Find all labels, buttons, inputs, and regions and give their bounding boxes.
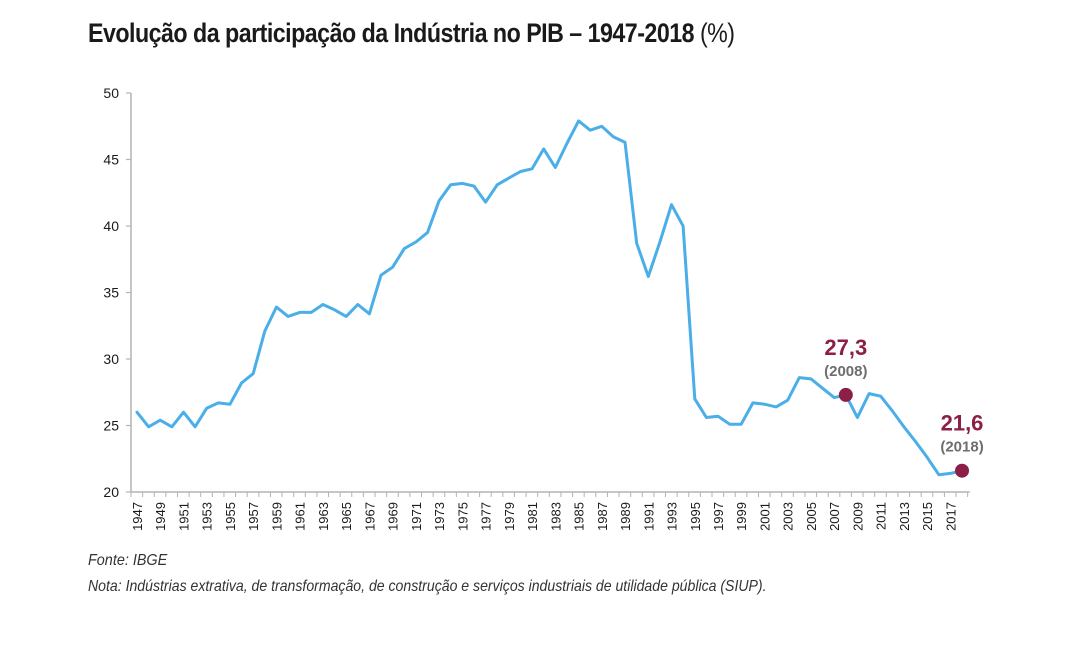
x-tick-label: 1983 [548, 502, 563, 531]
x-tick-label: 1951 [176, 502, 191, 531]
x-tick-label: 1973 [432, 502, 447, 531]
x-tick-label: 2011 [874, 502, 889, 530]
x-tick-label: 2003 [781, 502, 796, 531]
x-tick-label: 1985 [572, 502, 587, 531]
y-tick-label: 40 [103, 218, 119, 234]
annotations-layer: 27,3 (2008) 21,6 (2018) [824, 335, 984, 478]
x-tick-label: 1957 [246, 502, 261, 531]
y-tick-label: 35 [103, 285, 119, 301]
x-tick-label: 2007 [827, 502, 842, 531]
highlight-marker [955, 463, 970, 478]
x-tick-label: 1977 [479, 502, 494, 531]
x-tick-label: 1949 [153, 502, 168, 531]
x-tick-label: 1993 [665, 502, 680, 531]
annotation-value: 21,6 [941, 411, 984, 436]
x-tick-label: 1995 [688, 502, 703, 531]
y-tick-label: 25 [103, 418, 119, 434]
x-tick-label: 2017 [943, 502, 958, 531]
x-tick-label: 1981 [525, 502, 540, 531]
x-tick-label: 1975 [455, 502, 470, 531]
x-tick-label: 1999 [734, 502, 749, 531]
y-tick-label: 45 [103, 152, 119, 168]
x-tick-label: 1953 [200, 502, 215, 531]
chart-title: Evolução da participação da Indústria no… [88, 18, 735, 49]
annotation-year: (2008) [824, 363, 867, 380]
x-tick-label: 2001 [757, 502, 772, 531]
chart-title-text: Evolução da participação da Indústria no… [88, 18, 695, 48]
x-tick-label: 1989 [618, 502, 633, 531]
footnote: Nota: Indústrias extrativa, de transform… [88, 578, 767, 595]
source-note: Fonte: IBGE [88, 552, 168, 569]
annotation-year: (2018) [940, 439, 983, 456]
y-axis: 20 25 30 35 40 45 50 [103, 85, 132, 500]
x-tick-label: 1991 [641, 502, 656, 531]
x-tick-label: 1961 [293, 502, 308, 531]
x-tick-label: 1959 [269, 502, 284, 531]
series-layer [135, 119, 964, 477]
x-tick-label: 1947 [130, 502, 145, 531]
series-line [135, 119, 964, 477]
x-tick-label: 1955 [223, 502, 238, 531]
annotation-value: 27,3 [824, 335, 867, 360]
x-tick-label: 2015 [920, 502, 935, 531]
x-tick-label: 2013 [897, 502, 912, 531]
x-tick-label: 1965 [339, 502, 354, 531]
x-tick-label: 1967 [362, 502, 377, 531]
x-tick-label: 1963 [316, 502, 331, 531]
x-tick-label: 1979 [502, 502, 517, 531]
x-tick-label: 1969 [386, 502, 401, 531]
y-tick-label: 50 [103, 85, 119, 101]
y-tick-label: 20 [103, 484, 119, 500]
x-tick-label: 2005 [804, 502, 819, 531]
x-tick-label: 1997 [711, 502, 726, 531]
y-tick-label: 30 [103, 351, 119, 367]
x-tick-label: 2009 [850, 502, 865, 531]
x-tick-label: 1971 [409, 502, 424, 531]
x-tick-label: 1987 [595, 502, 610, 531]
x-axis: 1947 1949 1951 1953 1955 1957 1959 1961 1963 1965… [130, 491, 970, 531]
highlight-marker [838, 387, 853, 402]
chart-title-unit: (%) [699, 18, 735, 48]
